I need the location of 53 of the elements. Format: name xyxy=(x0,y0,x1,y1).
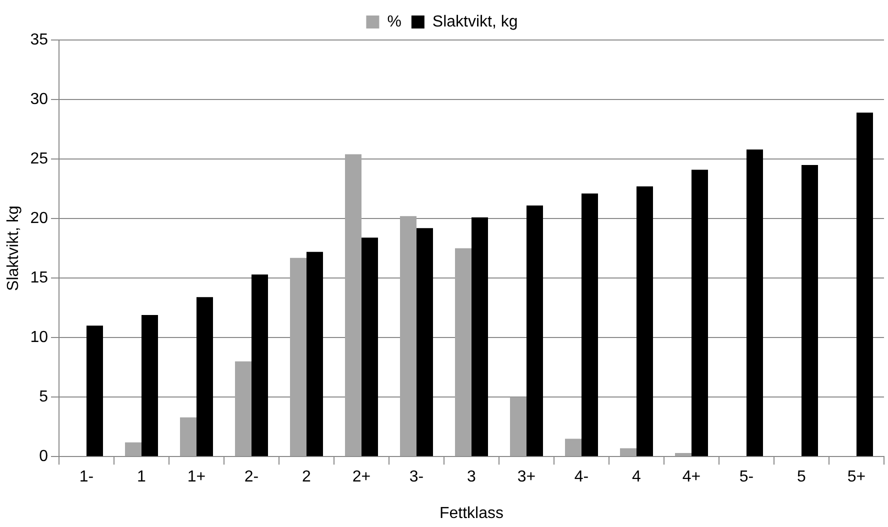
x-tick-label: 2 xyxy=(302,468,312,486)
y-tick-label: 15 xyxy=(30,269,48,286)
bar xyxy=(345,154,362,456)
bar xyxy=(362,238,378,456)
bar xyxy=(636,186,653,456)
legend-label: Slaktvikt, kg xyxy=(432,13,518,30)
x-tick-label: 1- xyxy=(79,468,94,486)
bar xyxy=(526,205,543,456)
y-tick-label: 30 xyxy=(30,90,48,108)
bar xyxy=(582,194,598,456)
x-tick-label: 2- xyxy=(244,468,259,486)
bar xyxy=(455,248,472,456)
bar xyxy=(565,438,582,456)
y-tick-label: 25 xyxy=(30,150,48,168)
y-axis-title: Slaktvikt, kg xyxy=(5,206,22,291)
x-tick-label: 4 xyxy=(632,468,642,486)
x-tick-label: 5 xyxy=(797,468,806,486)
bar xyxy=(675,453,692,456)
bar xyxy=(252,274,268,456)
x-tick-label: 5- xyxy=(739,468,754,486)
bar xyxy=(290,258,306,456)
bar xyxy=(692,170,708,456)
bar xyxy=(141,314,158,456)
bar xyxy=(802,164,818,456)
bar xyxy=(510,397,526,456)
x-tick-label: 3+ xyxy=(517,468,536,486)
bar xyxy=(472,217,488,456)
x-tick-label: 1+ xyxy=(187,468,206,486)
x-tick-label: 4- xyxy=(574,468,589,486)
x-tick-label: 3 xyxy=(467,468,476,486)
bar xyxy=(235,361,252,456)
bar xyxy=(746,150,763,456)
y-tick-label: 35 xyxy=(30,31,48,48)
bar xyxy=(180,417,196,456)
x-tick-label: 2+ xyxy=(352,468,371,486)
legend-label: % xyxy=(387,13,402,30)
y-tick-label: 20 xyxy=(30,210,48,227)
bar xyxy=(306,252,323,456)
x-tick-label: 1 xyxy=(137,468,146,486)
y-tick-label: 5 xyxy=(39,388,48,406)
y-tick-label: 0 xyxy=(39,448,48,466)
x-axis-title: Fettklass xyxy=(439,504,504,522)
x-tick-label: 4+ xyxy=(682,468,701,486)
bar xyxy=(856,112,873,456)
bar xyxy=(196,297,213,456)
y-tick-label: 10 xyxy=(30,328,48,346)
bar xyxy=(86,326,103,456)
bar xyxy=(400,216,416,456)
bar xyxy=(124,442,142,456)
bar xyxy=(620,448,636,456)
x-tick-label: 3- xyxy=(409,468,424,486)
bar xyxy=(416,228,433,456)
x-tick-label: 5+ xyxy=(847,468,866,486)
